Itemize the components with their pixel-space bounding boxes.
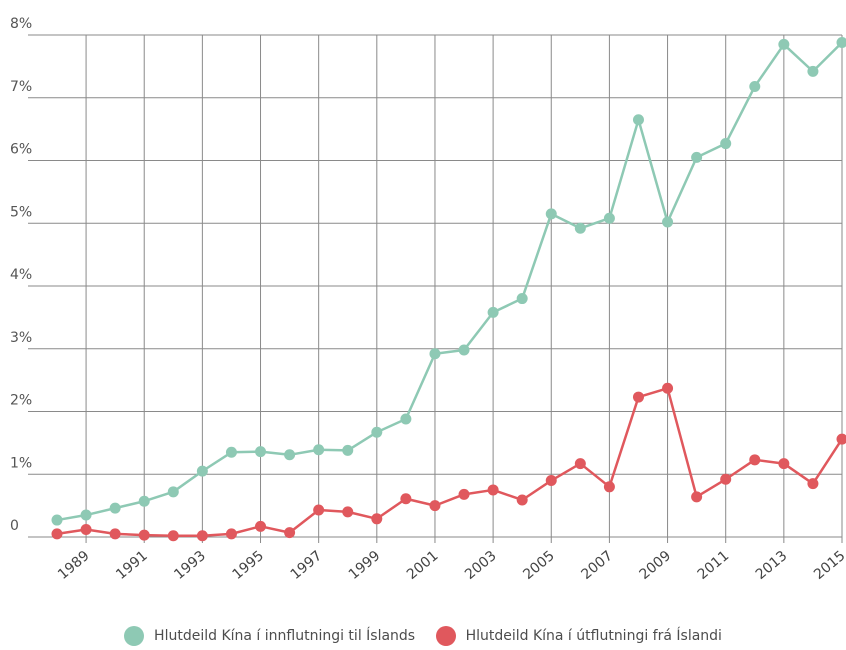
y-tick-label: 2% [10,393,32,409]
data-point [371,426,383,438]
legend-label-exports: Hlutdeild Kína í útflutningi frá Íslandi [465,628,722,644]
data-point [342,444,354,456]
data-point [603,481,615,493]
data-point [545,208,557,220]
data-point [632,391,644,403]
data-point [429,500,441,512]
y-tick-label: 4% [10,267,32,283]
x-tick-label: 1999 [346,548,384,583]
legend-swatch-exports [435,626,456,646]
data-point [167,530,179,542]
data-point [255,446,267,458]
data-point [109,502,121,514]
data-point [400,413,412,425]
x-tick-label: 1995 [230,548,268,583]
data-point [749,454,761,466]
data-point [284,527,296,539]
data-point [255,520,267,532]
legend-label-imports: Hlutdeild Kína í innflutningi til Ísland… [154,628,416,644]
data-point [632,114,644,126]
x-tick-label: 2005 [520,548,558,583]
data-point [545,475,557,487]
y-tick-label: 5% [10,204,32,220]
x-tick-label: 2011 [695,548,733,583]
data-point [603,212,615,224]
data-point [778,38,790,50]
data-point [167,486,179,498]
y-tick-label: 8% [10,16,32,32]
data-point [574,458,586,470]
grid-lines [28,34,843,543]
y-tick-label: 3% [10,330,32,346]
x-tick-label: 2013 [753,548,791,583]
data-point [778,458,790,470]
data-point [284,449,296,461]
data-point [487,484,499,496]
data-point [836,37,846,49]
data-point [400,493,412,505]
legend-item-exports: Hlutdeild Kína í útflutningi frá Íslandi [435,626,722,646]
data-point [458,488,470,500]
data-point [720,473,732,485]
y-tick-label: 0 [10,518,19,534]
data-point [691,491,703,503]
data-point [458,344,470,356]
data-point [574,222,586,234]
data-point [196,465,208,477]
legend: Hlutdeild Kína í innflutningi til Ísland… [0,626,846,650]
data-point [138,495,150,507]
data-point [313,504,325,516]
x-tick-label: 1989 [55,548,93,583]
x-tick-label: 1993 [171,548,209,583]
x-tick-label: 2009 [637,548,675,583]
x-axis-tick-labels: 1989 1991 1993 1995 1997 1999 2001 2003 2005 2007… [55,548,846,583]
series-line [56,387,844,537]
data-point [807,65,819,77]
series-0 [51,37,846,526]
data-point [836,433,846,445]
data-series [51,37,846,542]
data-point [225,446,237,458]
series-line [56,41,843,522]
data-point [80,523,92,535]
x-tick-label: 1991 [113,548,151,583]
data-point [225,528,237,540]
data-point [80,509,92,521]
data-point [342,506,354,518]
legend-swatch-imports [124,626,145,646]
series-1 [51,382,846,542]
data-point [691,151,703,163]
y-tick-label: 7% [10,79,32,95]
data-point [138,529,150,541]
data-point [749,80,761,92]
x-tick-label: 2015 [811,548,846,583]
data-point [429,348,441,360]
data-point [51,514,63,526]
legend-item-imports: Hlutdeild Kína í innflutningi til Ísland… [124,626,415,646]
data-point [720,138,732,150]
data-point [662,382,674,394]
data-point [487,306,499,318]
data-point [313,444,325,456]
x-tick-label: 1997 [288,548,326,583]
y-tick-label: 1% [10,455,32,471]
y-tick-label: 6% [10,142,32,158]
x-tick-label: 2007 [578,548,616,583]
y-axis-tick-labels: 0 1% 2% 3% 4% 5% 6% 7% 8% [10,16,32,534]
data-point [662,216,674,228]
x-tick-label: 2003 [462,548,500,583]
data-point [371,513,383,525]
data-point [807,478,819,490]
data-point [516,293,528,305]
x-tick-label: 2001 [404,548,442,583]
data-point [516,494,528,506]
data-point [196,530,208,542]
data-point [51,528,63,540]
data-point [109,528,121,540]
line-chart: 01%2%3%4%5%6%7%8% 1989 1991 1993 1995 1997 19… [10,16,846,583]
